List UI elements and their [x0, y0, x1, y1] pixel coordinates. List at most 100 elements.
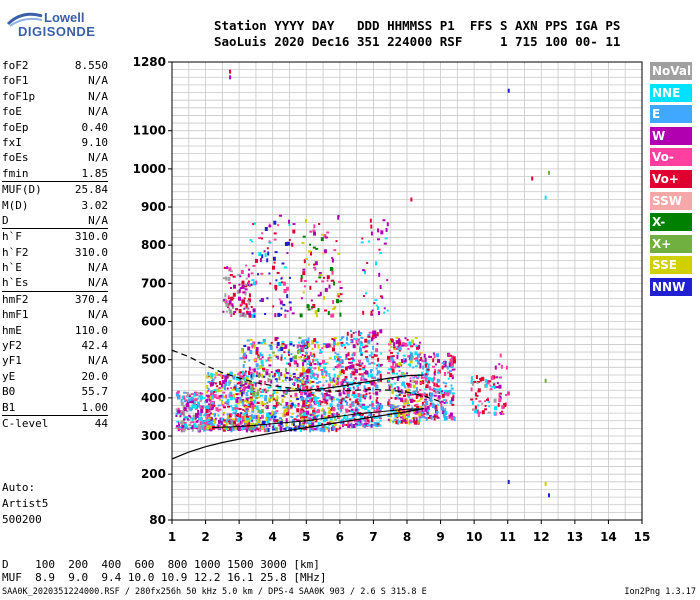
echo-point	[244, 414, 247, 417]
echo-point	[243, 400, 247, 403]
echo-point	[351, 408, 354, 413]
echo-point	[183, 395, 186, 400]
echo-point	[241, 421, 243, 424]
echo-point	[207, 375, 210, 378]
auto-label: Auto:	[2, 481, 36, 494]
echo-point	[327, 383, 331, 388]
echo-point	[244, 382, 248, 385]
echo-point	[277, 419, 280, 422]
echo-point	[241, 384, 245, 387]
echo-point	[319, 363, 322, 366]
echo-point	[348, 382, 351, 385]
echo-point	[399, 416, 403, 419]
echo-point	[302, 271, 306, 276]
echo-point	[425, 384, 429, 389]
echo-point	[444, 416, 448, 420]
echo-point	[412, 384, 416, 389]
x-tick-label: 1	[168, 530, 176, 544]
echo-point	[315, 247, 319, 250]
echo-point	[393, 348, 396, 351]
echo-point	[286, 411, 289, 416]
echo-point	[207, 372, 210, 377]
echo-point	[180, 420, 184, 425]
echo-point-isolated	[544, 481, 547, 486]
echo-point	[290, 395, 293, 398]
echo-point	[266, 297, 269, 300]
echo-point	[279, 300, 283, 305]
echo-point	[188, 424, 192, 427]
echo-point	[368, 381, 372, 384]
echo-point	[206, 374, 209, 379]
echo-point	[272, 256, 276, 261]
param-label: M(D)	[2, 198, 29, 212]
echo-point	[307, 360, 311, 363]
echo-point	[345, 342, 348, 344]
echo-point	[321, 280, 325, 283]
echo-point	[379, 363, 383, 366]
echo-point	[213, 404, 216, 407]
echo-point	[245, 401, 249, 404]
echo-point	[206, 425, 210, 430]
echo-point	[222, 427, 226, 432]
echo-point	[315, 280, 318, 283]
echo-point	[285, 286, 289, 291]
echo-point	[176, 420, 180, 423]
axis-ticks: 1 2 3 4 5 6 7 8 9 10 11 12 13 14 158020030040050060070…	[133, 55, 651, 544]
echo-point	[364, 270, 366, 275]
echo-point	[425, 374, 428, 379]
echo-point	[298, 379, 302, 382]
echo-point	[493, 398, 497, 403]
echo-point	[235, 308, 238, 311]
echo-point	[307, 355, 311, 360]
echo-point	[369, 424, 372, 427]
echo-point	[375, 401, 379, 404]
echo-point	[189, 415, 192, 418]
echo-point	[313, 338, 317, 343]
param-label: fxI	[2, 135, 22, 149]
echo-point	[233, 397, 236, 400]
echo-point	[304, 380, 307, 385]
param-value: N/A	[88, 74, 108, 88]
echo-point	[250, 387, 254, 391]
echo-point	[484, 378, 487, 383]
echo-point	[251, 408, 254, 411]
echo-point	[336, 364, 339, 369]
echo-point	[432, 352, 435, 355]
echo-point	[219, 395, 223, 398]
echo-point	[315, 313, 318, 318]
echo-point	[317, 344, 320, 349]
echo-point	[235, 393, 239, 396]
echo-point	[425, 401, 429, 405]
echo-point	[301, 242, 305, 244]
echo-point	[437, 397, 440, 400]
echo-point	[479, 378, 483, 380]
echo-point	[210, 404, 214, 407]
echo-point	[235, 398, 239, 403]
echo-point	[175, 413, 178, 416]
echo-point	[441, 362, 445, 365]
echo-point	[332, 426, 335, 431]
echo-point	[276, 271, 280, 274]
echo-point	[340, 402, 343, 405]
echo-point	[441, 393, 445, 398]
echo-point	[320, 409, 323, 412]
echo-point	[477, 409, 479, 414]
echo-point	[190, 393, 194, 396]
echo-point	[225, 276, 228, 281]
echo-point	[416, 406, 420, 408]
echo-point	[414, 390, 418, 392]
echo-point	[201, 392, 204, 395]
echo-point	[424, 404, 427, 409]
echo-point	[315, 382, 319, 384]
echo-point	[450, 384, 453, 387]
echo-point	[337, 356, 340, 361]
echo-point	[498, 363, 501, 366]
echo-point	[428, 399, 432, 402]
echo-point	[309, 425, 313, 427]
echo-point	[218, 387, 222, 389]
echo-point	[305, 379, 308, 382]
echo-point	[427, 376, 431, 381]
electron-density-profile	[171, 408, 424, 460]
echo-point	[255, 405, 259, 410]
echo-point	[448, 363, 452, 368]
